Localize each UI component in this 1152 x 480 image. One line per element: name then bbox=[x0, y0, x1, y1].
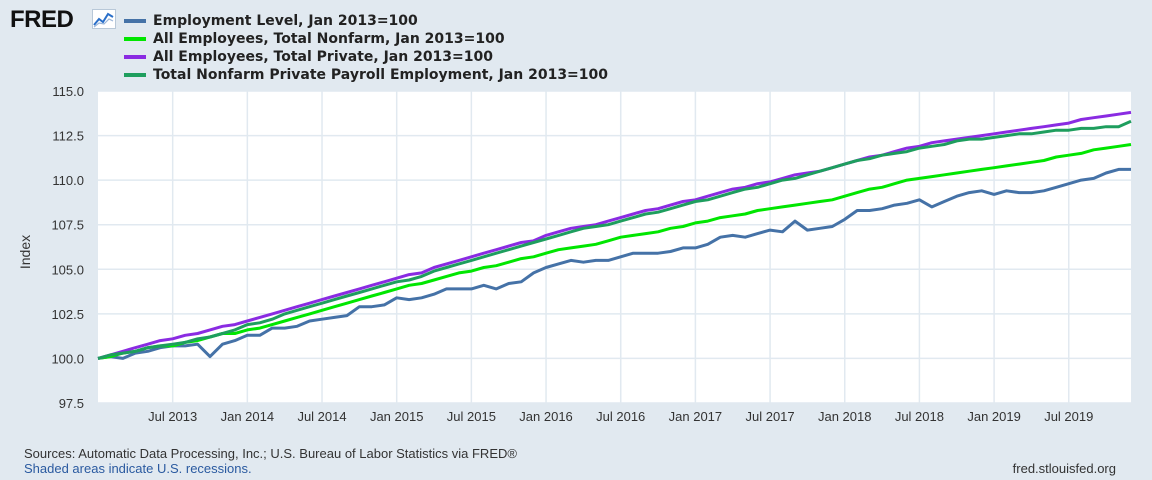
y-tick-label: 100.0 bbox=[51, 351, 84, 366]
plot-area bbox=[98, 91, 1131, 403]
y-tick-label: 97.5 bbox=[59, 396, 84, 411]
x-tick-label: Jan 2016 bbox=[519, 409, 573, 424]
recession-note[interactable]: Shaded areas indicate U.S. recessions. bbox=[24, 461, 252, 476]
plot-background bbox=[98, 91, 1131, 403]
legend-swatch bbox=[124, 19, 146, 23]
series-line-0 bbox=[97, 167, 1131, 360]
fred-url-link[interactable]: fred.stlouisfed.org bbox=[1012, 461, 1116, 476]
y-axis-ticks: 97.5 100.0 102.5 105.0 107.5 110.0 112.5 115.0 bbox=[51, 84, 84, 411]
x-tick-label: Jul 2014 bbox=[297, 409, 346, 424]
series-line-3 bbox=[97, 119, 1132, 360]
y-tick-label: 107.5 bbox=[51, 218, 84, 233]
legend-label: Employment Level, Jan 2013=100 bbox=[153, 13, 418, 29]
x-tick-label: Jul 2015 bbox=[447, 409, 496, 424]
y-tick-label: 102.5 bbox=[51, 307, 84, 322]
y-tick-label: 105.0 bbox=[51, 262, 84, 277]
x-tick-label: Jan 2017 bbox=[669, 409, 723, 424]
line-chart: 97.5100.0102.5105.0107.5110.0112.5115.0 … bbox=[17, 84, 1132, 424]
y-tick-label: 112.5 bbox=[52, 129, 84, 144]
x-tick-label: Jan 2015 bbox=[370, 409, 424, 424]
x-tick-label: Jan 2019 bbox=[967, 409, 1021, 424]
line-graph-icon bbox=[92, 9, 116, 29]
x-axis-ticks: Jul 2013 Jan 2014 Jul 2014 Jan 2015 Jul 2015… bbox=[148, 409, 1093, 424]
source-note: Sources: Automatic Data Processing, Inc.… bbox=[24, 446, 517, 461]
x-tick-label: Jul 2019 bbox=[1044, 409, 1093, 424]
x-tick-label: Jan 2014 bbox=[221, 409, 275, 424]
x-tick-label: Jul 2013 bbox=[148, 409, 197, 424]
legend-swatch bbox=[124, 73, 146, 77]
y-axis-label: Index bbox=[17, 235, 33, 269]
series-line-2 bbox=[97, 110, 1132, 360]
legend-swatch bbox=[124, 55, 146, 59]
legend-item-total-nonfarm: All Employees, Total Nonfarm, Jan 2013=1… bbox=[124, 30, 608, 48]
legend-label: All Employees, Total Private, Jan 2013=1… bbox=[153, 49, 493, 65]
legend-item-employment-level: Employment Level, Jan 2013=100 bbox=[124, 12, 608, 30]
fred-logo[interactable]: FRED bbox=[10, 6, 74, 33]
x-tick-label: Jan 2018 bbox=[818, 409, 872, 424]
series-line-1 bbox=[97, 143, 1132, 360]
x-tick-label: Jul 2018 bbox=[895, 409, 944, 424]
legend-label: Total Nonfarm Private Payroll Employment… bbox=[153, 67, 609, 83]
legend-label: All Employees, Total Nonfarm, Jan 2013=1… bbox=[153, 31, 505, 47]
y-tick-label: 115.0 bbox=[52, 84, 84, 99]
x-tick-label: Jul 2016 bbox=[596, 409, 645, 424]
x-tick-label: Jul 2017 bbox=[745, 409, 794, 424]
legend-item-total-private: All Employees, Total Private, Jan 2013=1… bbox=[124, 48, 608, 66]
chart-legend: Employment Level, Jan 2013=100 All Emplo… bbox=[124, 12, 608, 84]
legend-swatch bbox=[124, 37, 146, 41]
chart-header: FRED Employment Level, Jan 2013=100 All … bbox=[0, 0, 1152, 88]
series-lines bbox=[97, 110, 1132, 360]
legend-item-private-payroll: Total Nonfarm Private Payroll Employment… bbox=[124, 66, 608, 84]
y-tick-label: 110.0 bbox=[52, 173, 84, 188]
